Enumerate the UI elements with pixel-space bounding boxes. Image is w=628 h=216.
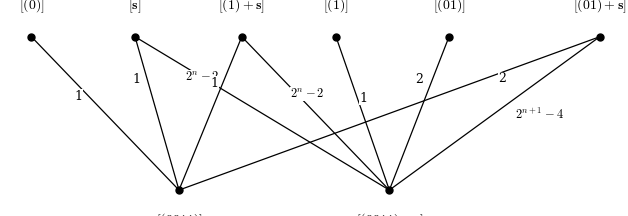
Text: $[(0)]$: $[(0)]$: [19, 0, 44, 15]
Text: $[(01)]$: $[(01)]$: [433, 0, 465, 15]
Text: 1: 1: [133, 73, 141, 86]
Text: $[\mathbf{s}]$: $[\mathbf{s}]$: [128, 0, 142, 15]
Text: $2^{n+1}-4$: $2^{n+1}-4$: [515, 107, 564, 122]
Text: 1: 1: [75, 90, 82, 103]
Text: $2^n-2$: $2^n-2$: [185, 70, 220, 83]
Text: $[(1)+\mathbf{s}]$: $[(1)+\mathbf{s}]$: [219, 0, 265, 15]
Text: 2: 2: [415, 73, 423, 86]
Text: $2^n-2$: $2^n-2$: [290, 87, 325, 100]
Text: $[(01)+\mathbf{s}]$: $[(01)+\mathbf{s}]$: [573, 0, 627, 15]
Text: 2: 2: [499, 72, 506, 85]
Text: $[(0011)]$: $[(0011)]$: [156, 212, 202, 216]
Text: $[(0011)+\mathbf{s}]$: $[(0011)+\mathbf{s}]$: [355, 212, 423, 216]
Text: 1: 1: [210, 77, 219, 90]
Text: 1: 1: [359, 92, 367, 105]
Text: $[(1)]$: $[(1)]$: [323, 0, 349, 15]
